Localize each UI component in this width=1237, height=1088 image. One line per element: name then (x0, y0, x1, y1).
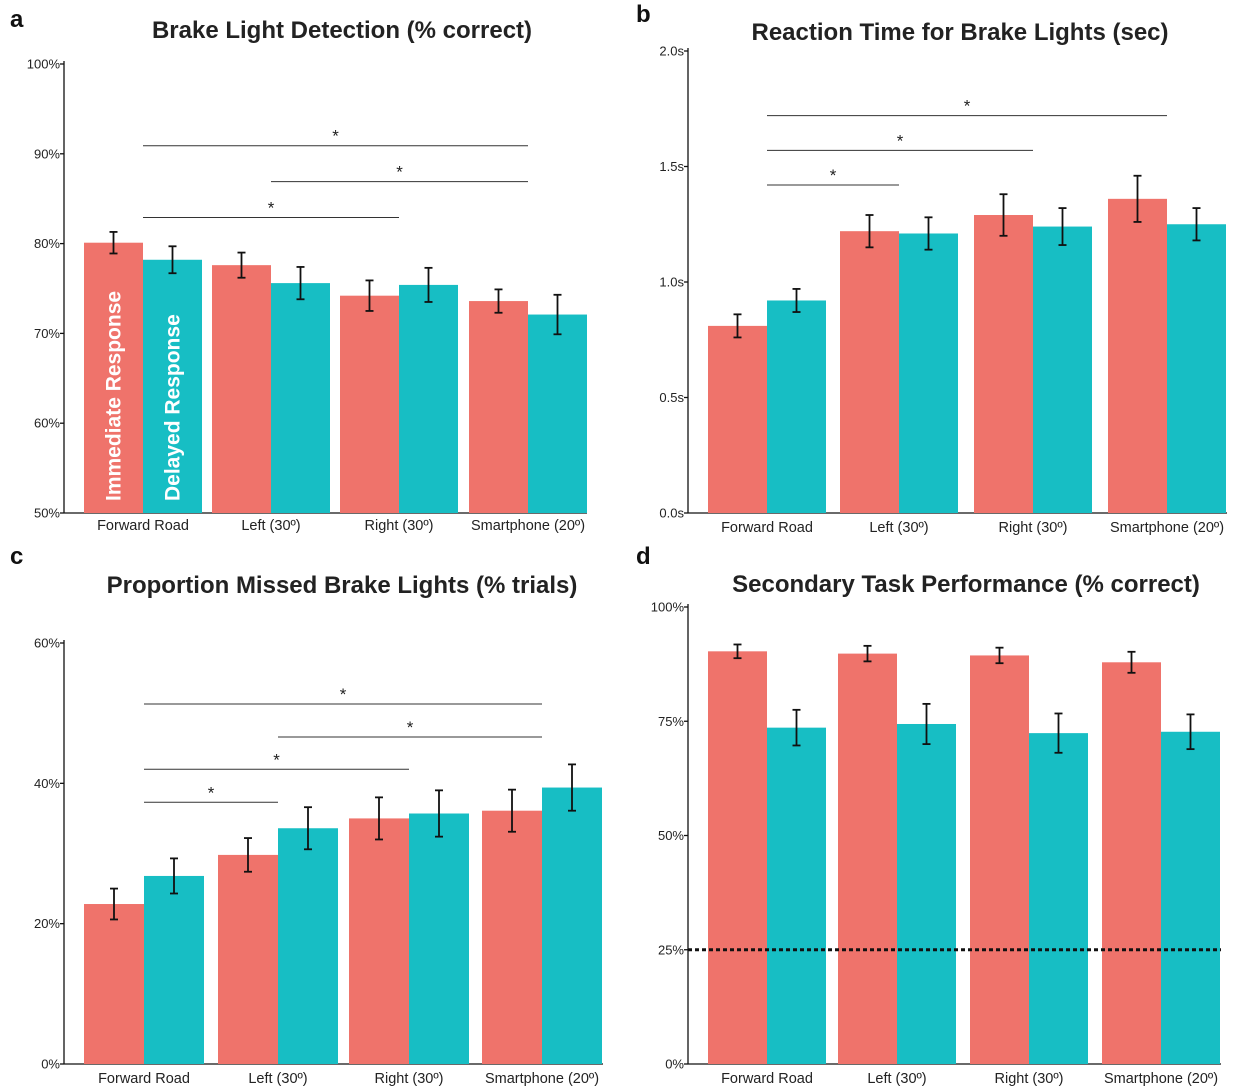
y-tick-label: 60% (34, 636, 60, 651)
bar-immediate (708, 325, 767, 513)
x-tick-label: Right (30º) (365, 518, 434, 534)
bar-immediate (84, 904, 144, 1064)
significance-star: * (273, 750, 280, 769)
bar-immediate (1108, 198, 1167, 513)
x-tick-label: Left (30º) (241, 518, 300, 534)
bar-delayed (1029, 733, 1088, 1064)
bar-delayed (899, 233, 958, 514)
x-tick-label: Left (30º) (248, 1071, 307, 1087)
bar-immediate (1102, 662, 1161, 1064)
bar-immediate (840, 231, 899, 513)
y-tick-label: 90% (34, 146, 60, 161)
y-tick-label: 60% (34, 416, 60, 431)
y-tick-label: 2.0s (659, 44, 684, 59)
y-tick-label: 40% (34, 776, 60, 791)
y-tick-label: 100% (651, 600, 685, 615)
bar-immediate (218, 854, 278, 1064)
bar-delayed (1167, 224, 1226, 513)
panel-letter: a (10, 6, 24, 33)
x-tick-label: Smartphone (20º) (1110, 520, 1224, 536)
y-tick-label: 1.0s (659, 275, 684, 290)
y-tick-label: 80% (34, 236, 60, 251)
bar-delayed (143, 259, 202, 513)
significance-star: * (340, 685, 347, 704)
y-tick-label: 75% (658, 714, 684, 729)
x-tick-label: Left (30º) (869, 520, 928, 536)
panel-b: b Reaction Time for Brake Lights (sec) 0.0… (636, 1, 1227, 536)
y-tick-label: 0% (665, 1057, 684, 1072)
bar-immediate (212, 265, 271, 513)
bar-delayed (1161, 731, 1220, 1064)
bar-delayed (409, 813, 469, 1064)
bar-immediate (469, 301, 528, 513)
bar-delayed (271, 283, 330, 513)
significance-star: * (396, 163, 403, 182)
chart-title: Secondary Task Performance (% correct) (732, 571, 1200, 598)
y-tick-label: 20% (34, 916, 60, 931)
significance-star: * (268, 199, 275, 218)
x-tick-label: Right (30º) (995, 1071, 1064, 1087)
bar-delayed (1033, 226, 1092, 513)
bar-immediate (84, 242, 143, 513)
x-tick-label: Forward Road (97, 518, 189, 534)
bar-immediate (349, 818, 409, 1064)
chart-title: Reaction Time for Brake Lights (sec) (752, 19, 1169, 46)
bar-immediate (708, 651, 767, 1064)
series-label-delayed: Delayed Response (162, 314, 185, 501)
x-tick-label: Forward Road (721, 520, 813, 536)
bar-delayed (144, 875, 204, 1064)
significance-star: * (830, 166, 837, 185)
y-tick-label: 0% (41, 1057, 60, 1072)
y-tick-label: 25% (658, 942, 684, 957)
x-tick-label: Forward Road (98, 1071, 190, 1087)
panel-letter: d (636, 543, 651, 570)
bar-delayed (399, 284, 458, 513)
y-tick-label: 100% (27, 57, 61, 72)
panel-d: d Secondary Task Performance (% correct) 0… (636, 543, 1221, 1087)
significance-star: * (407, 718, 414, 737)
x-tick-label: Right (30º) (999, 520, 1068, 536)
panel-letter: b (636, 1, 651, 28)
y-tick-label: 0.0s (659, 506, 684, 521)
y-tick-label: 0.5s (659, 390, 684, 405)
y-tick-label: 50% (658, 828, 684, 843)
bar-delayed (767, 300, 826, 513)
y-tick-label: 50% (34, 506, 60, 521)
y-tick-label: 70% (34, 326, 60, 341)
significance-star: * (208, 783, 215, 802)
bar-immediate (482, 810, 542, 1064)
panel-letter: c (10, 543, 23, 570)
x-tick-label: Smartphone (20º) (485, 1071, 599, 1087)
chart-title: Proportion Missed Brake Lights (% trials… (107, 572, 578, 599)
x-tick-label: Forward Road (721, 1071, 813, 1087)
bar-immediate (974, 215, 1033, 513)
bar-delayed (542, 787, 602, 1064)
significance-star: * (897, 131, 904, 150)
x-tick-label: Left (30º) (867, 1071, 926, 1087)
bar-delayed (278, 828, 338, 1064)
x-tick-label: Smartphone (20º) (1104, 1071, 1218, 1087)
panel-a: a Brake Light Detection (% correct) 50% 60%… (10, 6, 587, 534)
bar-immediate (340, 295, 399, 513)
y-tick-label: 1.5s (659, 159, 684, 174)
panel-c: c Proportion Missed Brake Lights (% trial… (10, 543, 603, 1087)
bar-immediate (838, 653, 897, 1064)
bar-delayed (528, 314, 587, 513)
significance-star: * (964, 97, 971, 116)
chart-title: Brake Light Detection (% correct) (152, 17, 532, 44)
bar-delayed (767, 727, 826, 1064)
series-label-immediate: Immediate Response (103, 291, 126, 501)
bar-delayed (897, 723, 956, 1064)
x-tick-label: Smartphone (20º) (471, 518, 585, 534)
x-tick-label: Right (30º) (375, 1071, 444, 1087)
significance-star: * (332, 127, 339, 146)
bar-immediate (970, 655, 1029, 1064)
